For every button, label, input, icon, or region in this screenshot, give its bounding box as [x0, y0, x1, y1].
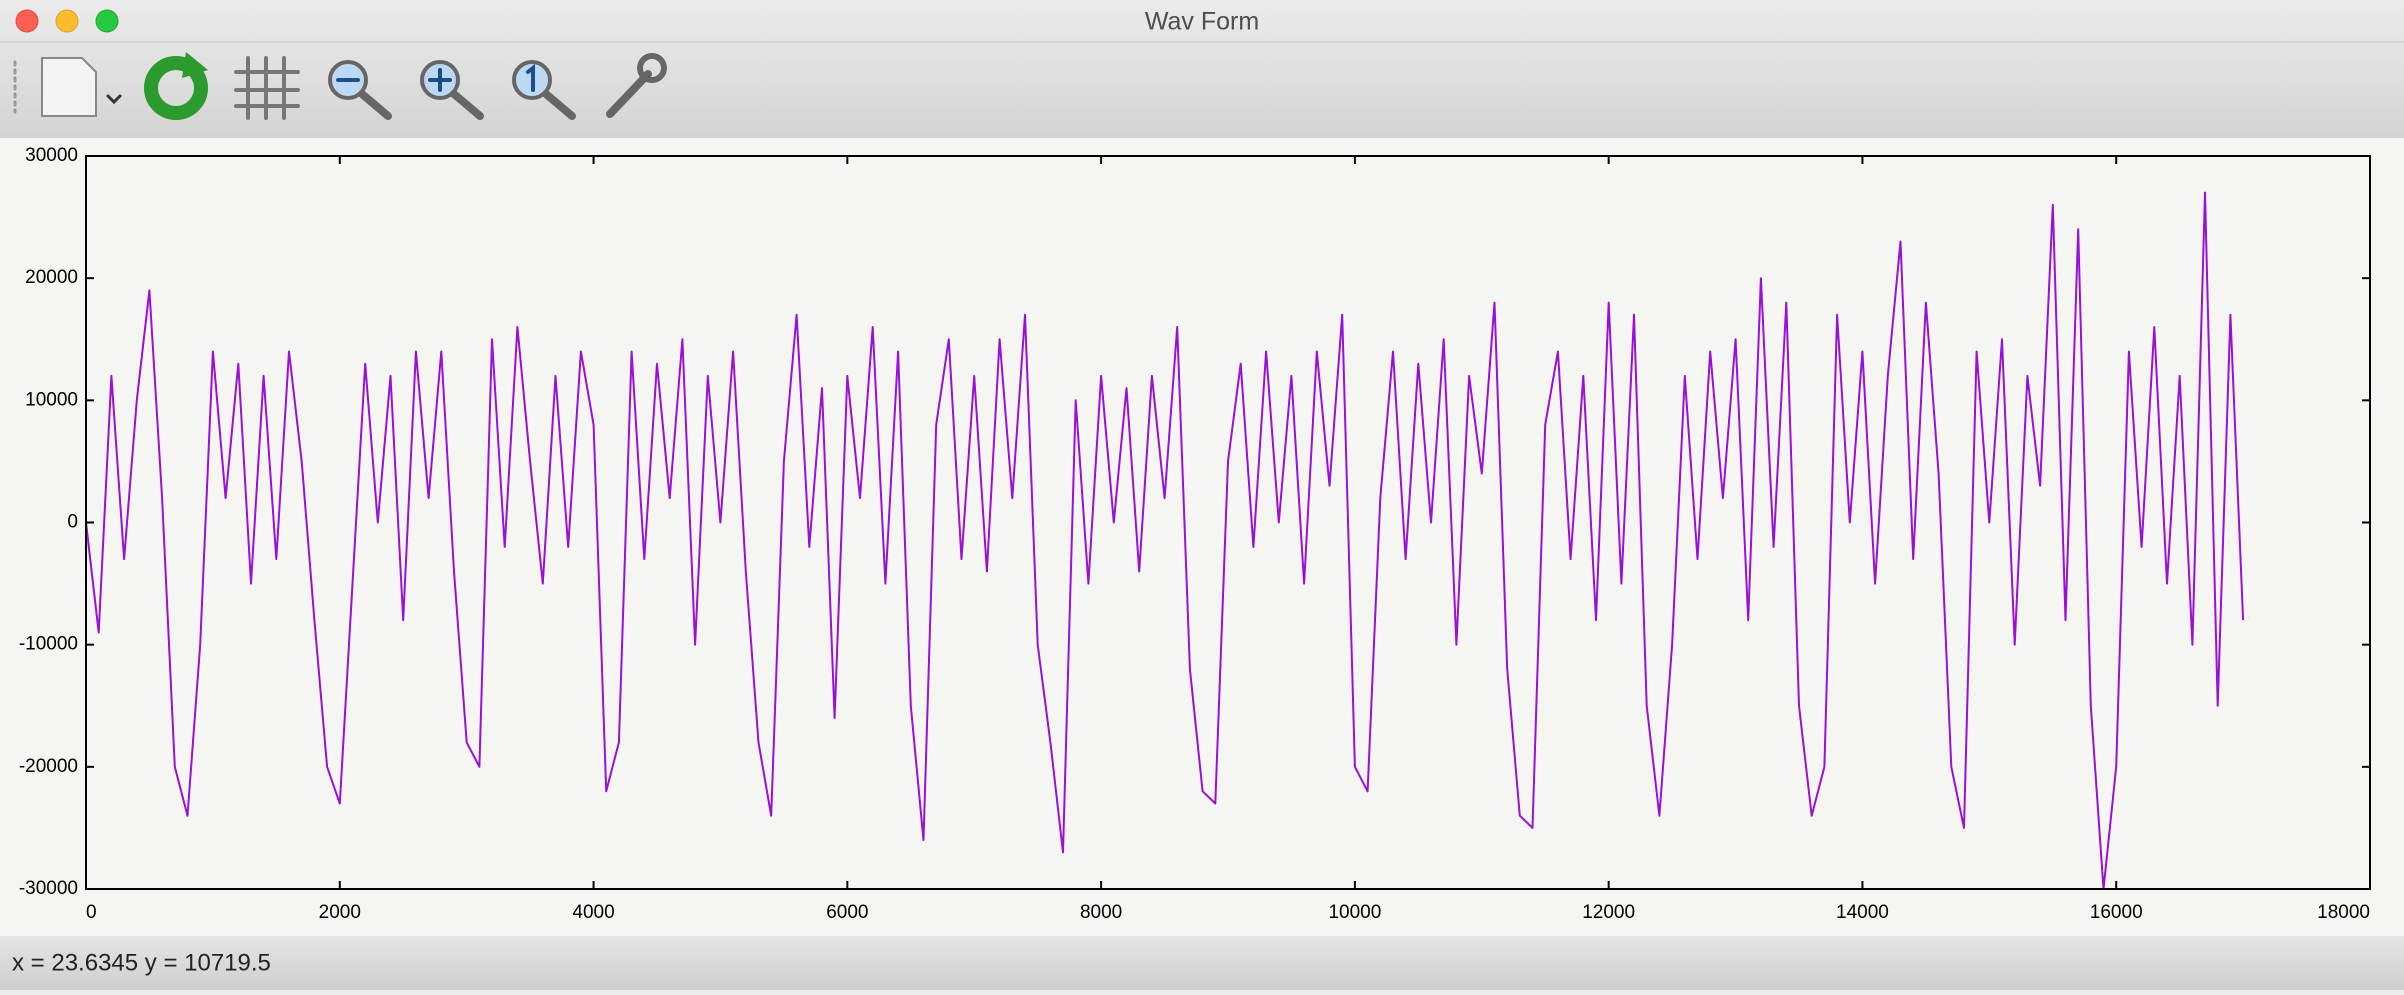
close-button[interactable] [15, 9, 39, 33]
y-tick-label: 30000 [25, 145, 78, 166]
y-tick-label: -30000 [19, 878, 78, 899]
title-toolbar-bg [0, 0, 2404, 138]
grid-button[interactable] [234, 56, 300, 120]
x-tick-label: 14000 [1836, 902, 1889, 923]
zoom-out-button[interactable] [328, 60, 392, 120]
print-button[interactable] [41, 57, 122, 117]
zoom-reset-button[interactable] [512, 60, 576, 120]
x-tick-label: 18000 [2317, 902, 2370, 923]
window-title: Wav Form [1145, 8, 1259, 36]
x-tick-label: 12000 [1582, 902, 1635, 923]
x-tick-label: 0 [86, 902, 97, 923]
y-tick-label: 0 [67, 512, 78, 533]
y-tick-label: -10000 [19, 634, 78, 655]
status-text: x = 23.6345 y = 10719.5 [12, 949, 271, 976]
zoom-in-button[interactable] [420, 60, 484, 120]
plot-canvas [0, 138, 2404, 936]
x-tick-label: 6000 [826, 902, 868, 923]
toolbar [13, 52, 667, 120]
settings-button[interactable] [606, 53, 667, 118]
y-tick-label: 10000 [25, 389, 78, 410]
plot: 0 2000 4000 6000 8000 10000 12000 14000 16000 180… [19, 145, 2371, 923]
y-tick-label: -20000 [19, 756, 78, 777]
x-tick-label: 8000 [1080, 902, 1122, 923]
status-bar [0, 936, 2404, 990]
minimize-button[interactable] [55, 9, 79, 33]
zoom-button[interactable] [95, 9, 119, 33]
reload-button[interactable] [144, 52, 208, 120]
x-tick-label: 2000 [319, 902, 361, 923]
y-tick-label: 20000 [25, 267, 78, 288]
x-tick-label: 10000 [1328, 902, 1381, 923]
waveform [85, 191, 2245, 890]
x-tick-label: 16000 [2090, 902, 2143, 923]
x-tick-label: 4000 [572, 902, 614, 923]
